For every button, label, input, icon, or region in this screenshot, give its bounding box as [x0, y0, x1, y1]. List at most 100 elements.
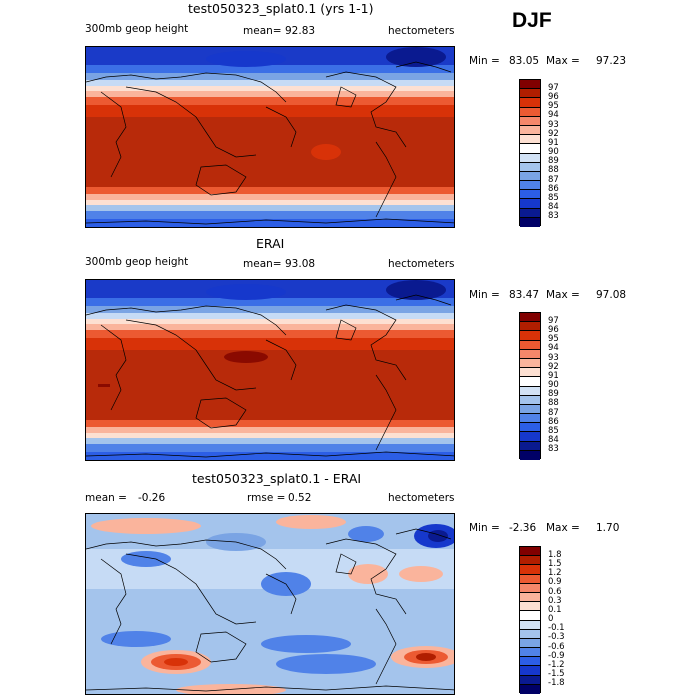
- min-value: 83.47: [509, 289, 540, 301]
- mean-label: mean =: [85, 492, 127, 504]
- map-model-field: [85, 46, 455, 228]
- colorbar-tick-label: -0.6: [548, 642, 565, 652]
- colorbar-segment: [520, 574, 540, 584]
- colorbar-tick-label: 1.5: [548, 559, 562, 569]
- colorbar-tick-label: 96: [548, 325, 559, 335]
- min-label: Min =: [469, 55, 500, 67]
- colorbar-segment: [520, 208, 540, 218]
- colorbar-segment: [520, 331, 540, 341]
- colorbar-model: [519, 79, 541, 227]
- min-value: 83.05: [509, 55, 540, 67]
- colorbar-segment: [520, 340, 540, 350]
- mean-label: mean=: [243, 25, 282, 37]
- colorbar-tick-label: 0.6: [548, 587, 562, 597]
- colorbar-tick-label: 0.3: [548, 596, 562, 606]
- map-difference-field: [85, 513, 455, 695]
- colorbar-tick-label: 90: [548, 380, 559, 390]
- colorbar-tick-label: 86: [548, 184, 559, 194]
- colorbar-tick-label: 83: [548, 211, 559, 221]
- colorbar-segment: [520, 377, 540, 387]
- map-obs-field: [85, 279, 455, 461]
- colorbar-segment: [520, 135, 540, 145]
- colorbar-segment: [520, 199, 540, 209]
- colorbar-tick-label: 86: [548, 417, 559, 427]
- rmse-value: 0.52: [288, 492, 312, 504]
- colorbar-obs: [519, 312, 541, 460]
- colorbar-tick-label: 93: [548, 353, 559, 363]
- colorbar-tick-label: 93: [548, 120, 559, 130]
- colorbar-segment: [520, 583, 540, 593]
- colorbar-tick-label: -0.9: [548, 651, 565, 661]
- colorbar-tick-label: 85: [548, 193, 559, 203]
- mean-value: -0.26: [138, 492, 166, 504]
- colorbar-segment: [520, 217, 540, 227]
- colorbar-tick-label: -0.3: [548, 632, 565, 642]
- colorbar-segment: [520, 657, 540, 667]
- colorbar-tick-label: 97: [548, 83, 559, 93]
- colorbar-segment: [520, 629, 540, 639]
- colorbar-segment: [520, 190, 540, 200]
- colorbar-segment: [520, 556, 540, 566]
- rmse-label: rmse =: [247, 492, 286, 504]
- colorbar-tick-label: 89: [548, 389, 559, 399]
- colorbar-segment: [520, 322, 540, 332]
- colorbar-tick-label: 0: [548, 614, 554, 624]
- panel-title: test050323_splat0.1 - ERAI: [192, 471, 362, 486]
- colorbar-segment: [520, 107, 540, 117]
- colorbar-segment: [520, 125, 540, 136]
- colorbar-tick-label: 84: [548, 435, 559, 445]
- colorbar-tick-label: 87: [548, 408, 559, 418]
- colorbar-segment: [520, 423, 540, 433]
- colorbar-tick-label: 95: [548, 334, 559, 344]
- colorbar-segment: [520, 349, 540, 359]
- colorbar-tick-label: 96: [548, 92, 559, 102]
- colorbar-segment: [520, 684, 540, 694]
- colorbar-tick-label: 83: [548, 444, 559, 454]
- field-label: 300mb geop height: [85, 23, 189, 35]
- colorbar-segment: [520, 162, 540, 172]
- colorbar-tick-label: 95: [548, 101, 559, 111]
- colorbar-segment: [520, 638, 540, 649]
- min-label: Min =: [469, 289, 500, 301]
- colorbar-tick-label: 1.8: [548, 550, 562, 560]
- colorbar-segment: [520, 666, 540, 676]
- colorbar-tick-label: 94: [548, 110, 559, 120]
- colorbar-segment: [520, 547, 540, 557]
- colorbar-segment: [520, 80, 540, 90]
- colorbar-segment: [520, 395, 540, 405]
- colorbar-segment: [520, 414, 540, 424]
- season-label: DJF: [512, 9, 552, 32]
- colorbar-segment: [520, 675, 540, 685]
- colorbar-segment: [520, 89, 540, 99]
- colorbar-tick-label: 91: [548, 371, 559, 381]
- colorbar-tick-label: 88: [548, 398, 559, 408]
- colorbar-tick-label: 91: [548, 138, 559, 148]
- colorbar-segment: [520, 153, 540, 163]
- colorbar-segment: [520, 368, 540, 378]
- units-label: hectometers: [388, 25, 455, 37]
- max-value: 97.08: [596, 289, 627, 301]
- colorbar-tick-label: 0.9: [548, 577, 562, 587]
- colorbar-tick-label: 94: [548, 343, 559, 353]
- colorbar-tick-label: 92: [548, 362, 559, 372]
- colorbar-tick-label: 1.2: [548, 568, 562, 578]
- colorbar-tick-label: -1.5: [548, 669, 565, 679]
- mean-value: 92.83: [285, 25, 316, 37]
- units-label: hectometers: [388, 492, 455, 504]
- colorbar-tick-label: 88: [548, 165, 559, 175]
- colorbar-segment: [520, 648, 540, 658]
- colorbar-segment: [520, 602, 540, 612]
- colorbar-segment: [520, 98, 540, 108]
- colorbar-tick-label: 0.1: [548, 605, 562, 615]
- max-label: Max =: [546, 289, 580, 301]
- colorbar-segment: [520, 441, 540, 451]
- colorbar-tick-label: 87: [548, 175, 559, 185]
- colorbar-tick-label: 84: [548, 202, 559, 212]
- colorbar-tick-label: -0.1: [548, 623, 565, 633]
- min-label: Min =: [469, 522, 500, 534]
- colorbar-segment: [520, 432, 540, 442]
- colorbar-tick-label: 90: [548, 147, 559, 157]
- mean-value: 93.08: [285, 258, 316, 270]
- colorbar-segment: [520, 592, 540, 603]
- panel-title: ERAI: [256, 236, 285, 251]
